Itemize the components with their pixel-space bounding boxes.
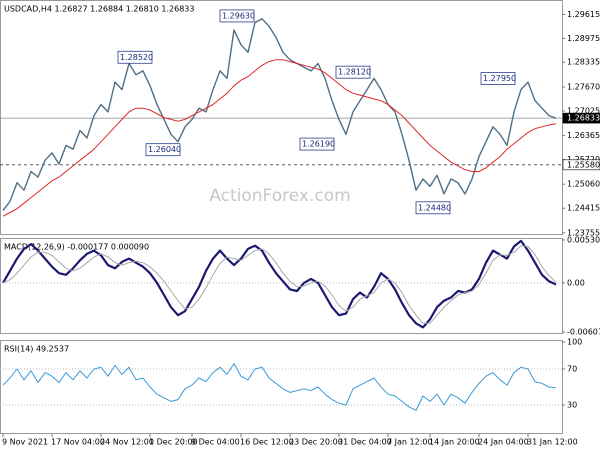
annotation-box <box>480 72 516 85</box>
y-tick-label: 1.23755 <box>567 228 600 237</box>
panel-title: MACD(12,26,9) -0.000177 0.000090 <box>4 243 149 252</box>
x-tick-label: 24 Nov 12:00 <box>100 438 154 447</box>
y-tick-label: 100 <box>567 338 582 347</box>
y-tick-label: 1.25060 <box>567 180 600 189</box>
annotation-label: 1.27950 <box>483 74 516 83</box>
x-tick-label: 31 Dec 04:00 <box>338 438 392 447</box>
price-label: 1.25580 <box>567 160 600 169</box>
annotation-box <box>415 201 451 215</box>
x-tick-label: 9 Nov 2021 <box>2 438 48 447</box>
price-label-box <box>562 159 600 171</box>
y-tick-label: 1.28335 <box>567 58 600 67</box>
x-tick-label: 16 Dec 12:00 <box>240 438 294 447</box>
x-tick-label: 24 Jan 04:00 <box>478 438 529 447</box>
annotation-label: 1.28520 <box>120 53 153 62</box>
annotation-box <box>145 143 181 157</box>
y-tick-label: 70 <box>567 365 577 374</box>
series-line <box>2 18 557 212</box>
y-tick-label: 1.24415 <box>567 204 600 213</box>
y-tick-label: 1.28975 <box>567 34 600 43</box>
y-tick-label: -0.006074 <box>567 328 600 337</box>
y-tick-label: 1.26365 <box>567 131 600 140</box>
y-tick-label: 0.00 <box>567 278 585 287</box>
x-tick-label: 1 Dec 20:00 <box>149 438 198 447</box>
x-tick-label: 31 Jan 12:00 <box>527 438 578 447</box>
annotation-box <box>117 50 153 64</box>
annotation-box <box>219 9 255 23</box>
annotation-label: 1.28120 <box>338 68 371 77</box>
x-tick-label: 17 Nov 04:00 <box>51 438 105 447</box>
annotation-label: 1.26190 <box>302 140 335 149</box>
x-tick-label: 14 Jan 20:00 <box>429 438 480 447</box>
panel-frame <box>0 0 563 235</box>
panel-frame <box>0 238 563 334</box>
series-line <box>2 239 557 329</box>
annotation-label: 1.24480 <box>418 203 451 212</box>
annotation-label: 1.26040 <box>148 145 181 154</box>
price-label-box <box>562 112 600 124</box>
x-tick-label: 7 Jan 12:00 <box>387 438 433 447</box>
annotation-label: 1.29630 <box>222 11 255 20</box>
y-tick-label: 1.29615 <box>567 10 600 19</box>
y-tick-label: 0.005307 <box>567 236 600 245</box>
series-line <box>2 245 557 324</box>
series-line <box>2 59 557 217</box>
annotation-box <box>335 65 371 79</box>
panel-title: RSI(14) 49.2537 <box>4 345 69 354</box>
panel-title: USDCAD,H4 1.26827 1.26884 1.26810 1.2683… <box>4 5 194 14</box>
annotation-box <box>299 137 335 151</box>
y-tick-label: 1.27670 <box>567 82 600 91</box>
x-tick-label: 23 Dec 20:00 <box>289 438 343 447</box>
watermark: ActionForex.com <box>209 186 350 206</box>
y-tick-label: 1.27025 <box>567 106 600 115</box>
price-label: 1.26833 <box>567 114 600 123</box>
y-tick-label: 30 <box>567 401 577 410</box>
x-tick-label: 9 Dec 04:00 <box>191 438 240 447</box>
panel-frame <box>0 340 563 434</box>
series-line <box>2 363 557 411</box>
